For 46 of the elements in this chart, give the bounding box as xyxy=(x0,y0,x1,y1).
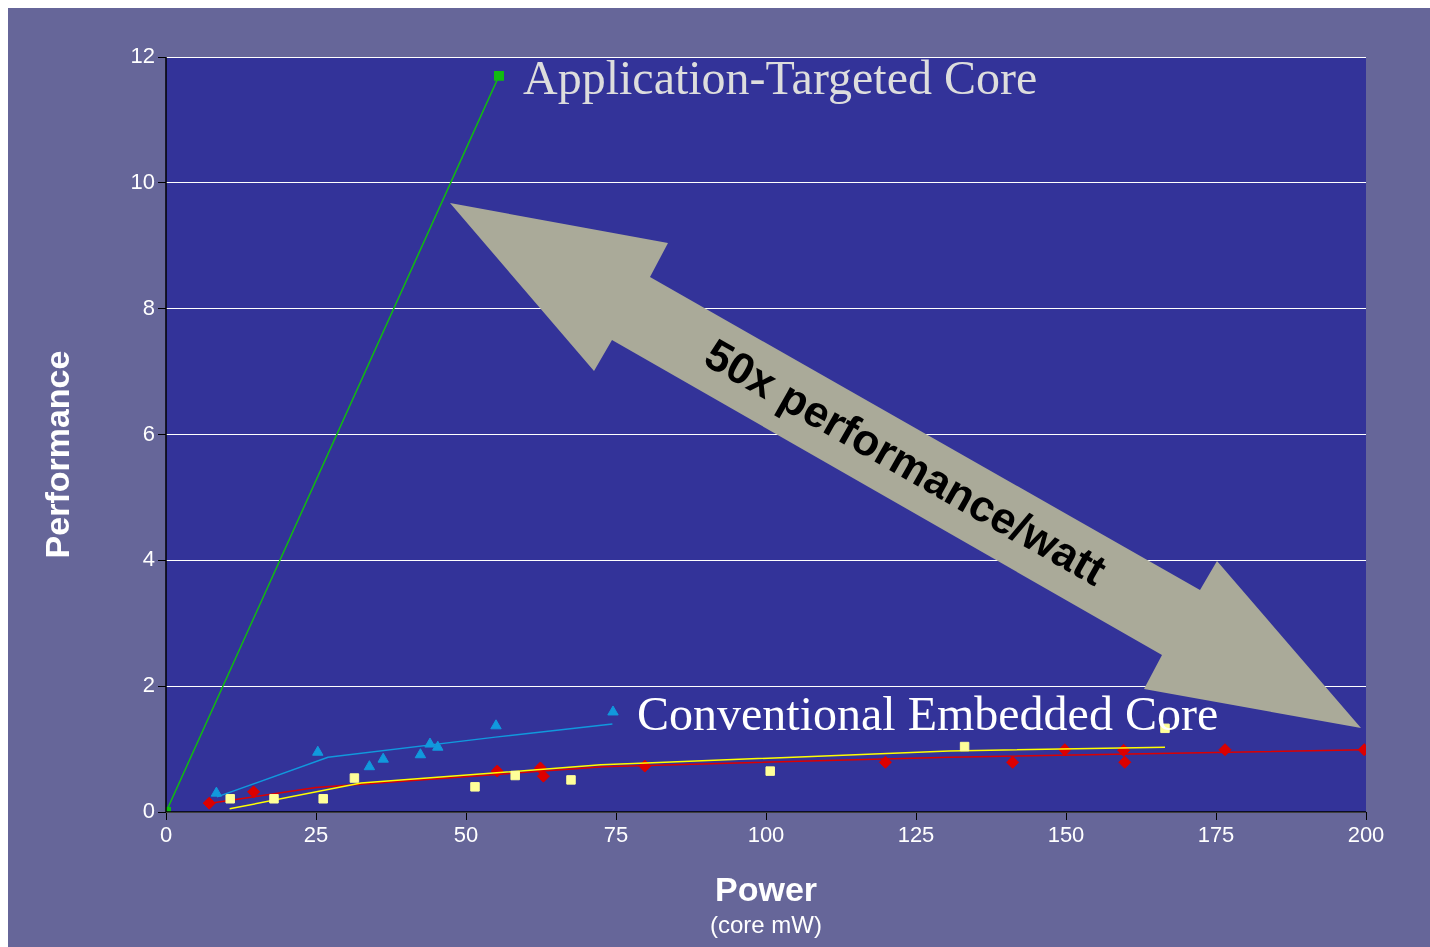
point xyxy=(377,752,389,763)
x-tick-label: 125 xyxy=(897,822,935,848)
point xyxy=(414,748,427,759)
point xyxy=(536,769,550,783)
x-tick-label: 200 xyxy=(1347,822,1385,848)
x-tick-label: 175 xyxy=(1197,822,1235,848)
point xyxy=(424,737,436,748)
point xyxy=(269,794,279,804)
point xyxy=(312,745,324,756)
y-tick-label: 6 xyxy=(142,420,155,446)
y-tick-label: 8 xyxy=(142,294,155,320)
x-tick-label: 100 xyxy=(747,822,785,848)
point xyxy=(210,786,223,797)
point xyxy=(225,794,235,804)
annotation: Application-Targeted Core xyxy=(523,51,1038,105)
point xyxy=(363,760,376,771)
y-tick-label: 10 xyxy=(130,168,155,194)
point xyxy=(878,755,892,769)
point xyxy=(490,719,502,730)
x-tick-label: 150 xyxy=(1047,822,1085,848)
annotation: Conventional Embedded Core xyxy=(637,686,1219,740)
point xyxy=(1006,755,1020,769)
x-tick-label: 50 xyxy=(453,822,479,848)
point xyxy=(566,775,576,785)
point xyxy=(318,794,328,804)
point xyxy=(607,705,619,716)
point xyxy=(349,773,360,783)
point xyxy=(765,766,775,776)
x-tick-label: 25 xyxy=(303,822,329,848)
point xyxy=(1218,743,1232,757)
x-axis-title: Power (core mW) xyxy=(710,870,822,938)
point xyxy=(1118,755,1132,769)
y-tick-label: 12 xyxy=(130,43,155,69)
point xyxy=(494,70,504,81)
point xyxy=(432,740,444,751)
point xyxy=(959,741,970,752)
y-tick-label: 2 xyxy=(142,672,155,698)
point xyxy=(202,796,216,810)
y-axis-title: Performance xyxy=(38,350,77,559)
y-tick-label: 4 xyxy=(142,546,155,572)
x-tick-label: 75 xyxy=(603,822,629,848)
point xyxy=(510,770,520,781)
point xyxy=(247,785,261,799)
x-tick-label: 0 xyxy=(159,822,173,848)
y-tick-label: 0 xyxy=(142,798,155,824)
point xyxy=(470,782,480,792)
